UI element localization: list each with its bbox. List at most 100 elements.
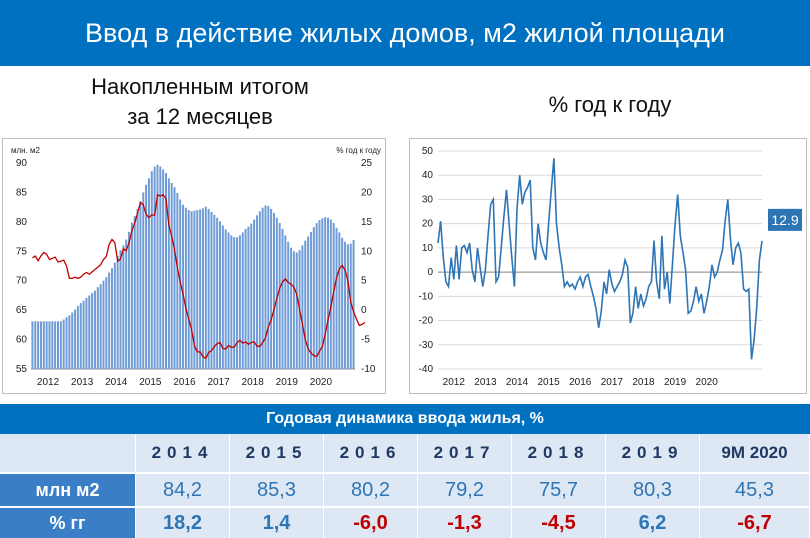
bar bbox=[284, 235, 287, 369]
bar bbox=[74, 309, 77, 369]
y-tick-label: 30 bbox=[422, 194, 434, 205]
bar bbox=[315, 223, 318, 369]
bar bbox=[295, 252, 298, 369]
bar bbox=[65, 317, 68, 369]
bar bbox=[213, 214, 216, 369]
y-tick-label: 0 bbox=[427, 267, 433, 278]
bar bbox=[190, 211, 193, 369]
x-tick-label: 2019 bbox=[664, 377, 687, 388]
volume-cell: 80,2 bbox=[324, 474, 418, 506]
left-subtitle: Накопленным итогом за 12 месяцев bbox=[20, 72, 380, 132]
bar bbox=[102, 280, 105, 369]
bar bbox=[34, 321, 37, 369]
left-chart: млн. м2 % год к году 55 60 65 70 75 80 85 90 -10 -5… bbox=[11, 146, 381, 388]
bar bbox=[344, 241, 347, 369]
volume-cell: 85,3 bbox=[230, 474, 324, 506]
year-cell: 2014 bbox=[136, 434, 230, 472]
bar bbox=[278, 223, 281, 369]
bar bbox=[139, 201, 142, 369]
row-label-volume: млн м2 bbox=[0, 474, 136, 506]
bar bbox=[99, 284, 102, 369]
y-tick-label: -40 bbox=[419, 364, 434, 375]
bar bbox=[329, 219, 332, 369]
bar bbox=[142, 192, 145, 369]
bar bbox=[261, 207, 264, 369]
y-tick-label: 65 bbox=[16, 305, 28, 316]
yoy-cell: 6,2 bbox=[606, 508, 700, 538]
bar bbox=[130, 222, 133, 369]
bar bbox=[108, 272, 111, 369]
bar bbox=[349, 243, 352, 369]
x-tick-label: 2014 bbox=[506, 377, 529, 388]
bar bbox=[136, 208, 139, 369]
bar bbox=[173, 187, 176, 369]
x-tick-label: 2012 bbox=[37, 377, 60, 388]
y-tick-label: -10 bbox=[419, 291, 434, 302]
y2-tick-label: 25 bbox=[361, 158, 373, 169]
bar bbox=[93, 290, 96, 369]
y2-tick-label: 0 bbox=[361, 305, 367, 316]
bar bbox=[59, 321, 62, 369]
y-tick-label: 40 bbox=[422, 170, 434, 181]
y2-tick-label: 20 bbox=[361, 187, 373, 198]
bar bbox=[199, 209, 202, 369]
bar bbox=[255, 215, 258, 369]
bar bbox=[133, 215, 136, 369]
y-tick-label: 10 bbox=[422, 243, 434, 254]
annotation-box bbox=[768, 208, 802, 231]
bar bbox=[281, 228, 284, 369]
bar bbox=[193, 210, 196, 369]
bar bbox=[221, 225, 224, 369]
y-tick-label: 90 bbox=[16, 158, 28, 169]
bar bbox=[187, 210, 190, 369]
table-header-row: 2014 2015 2016 2017 2018 2019 9М 2020 bbox=[0, 434, 810, 472]
y-tick-label: -30 bbox=[419, 340, 434, 351]
x-tick-label: 2012 bbox=[443, 377, 466, 388]
bar bbox=[153, 166, 156, 369]
x-tick-label: 2018 bbox=[632, 377, 655, 388]
bar bbox=[116, 255, 119, 369]
bar bbox=[238, 235, 241, 369]
bar bbox=[210, 211, 213, 369]
yoy-line bbox=[437, 158, 763, 360]
x-tick-label: 2013 bbox=[71, 377, 94, 388]
bar bbox=[71, 312, 74, 369]
x-tick-label: 2019 bbox=[276, 377, 299, 388]
bar bbox=[341, 237, 344, 369]
bar bbox=[62, 319, 65, 369]
bar bbox=[327, 217, 329, 369]
bar bbox=[91, 293, 94, 369]
bar bbox=[335, 227, 338, 369]
annotation-label: 12.9 bbox=[771, 212, 798, 228]
bar bbox=[224, 229, 227, 369]
bar bbox=[244, 228, 247, 369]
right-subtitle: % год к году bbox=[548, 92, 672, 117]
y-tick-label: 80 bbox=[16, 217, 28, 228]
bar bbox=[352, 240, 355, 369]
left-subtitle-line2: за 12 месяцев bbox=[127, 104, 273, 129]
bar bbox=[182, 204, 185, 369]
bar bbox=[307, 236, 310, 369]
bar bbox=[275, 217, 278, 369]
bar bbox=[122, 245, 125, 369]
bar bbox=[147, 178, 150, 369]
bar bbox=[318, 220, 321, 369]
yoy-cell: -6,7 bbox=[700, 508, 810, 538]
x-tick-label: 2013 bbox=[474, 377, 497, 388]
y2-tick-label: -5 bbox=[361, 335, 370, 346]
bar bbox=[150, 171, 153, 369]
row-label-yoy: % гг bbox=[0, 508, 136, 538]
right-chart: -40 -30 -20 -10 0 10 20 30 40 50 2012 2013 2014 2015 2… bbox=[419, 146, 802, 388]
yoy-cell: 1,4 bbox=[230, 508, 324, 538]
bar bbox=[201, 208, 204, 369]
yoy-cell: -4,5 bbox=[512, 508, 606, 538]
bar bbox=[54, 321, 57, 369]
x-tick-label: 2020 bbox=[310, 377, 333, 388]
bar bbox=[207, 208, 210, 369]
x-tick-label: 2017 bbox=[207, 377, 230, 388]
x-tick-label: 2015 bbox=[139, 377, 162, 388]
bar bbox=[42, 321, 45, 369]
header-empty-cell bbox=[0, 434, 136, 472]
bar bbox=[292, 251, 295, 369]
yoy-cell: 18,2 bbox=[136, 508, 230, 538]
